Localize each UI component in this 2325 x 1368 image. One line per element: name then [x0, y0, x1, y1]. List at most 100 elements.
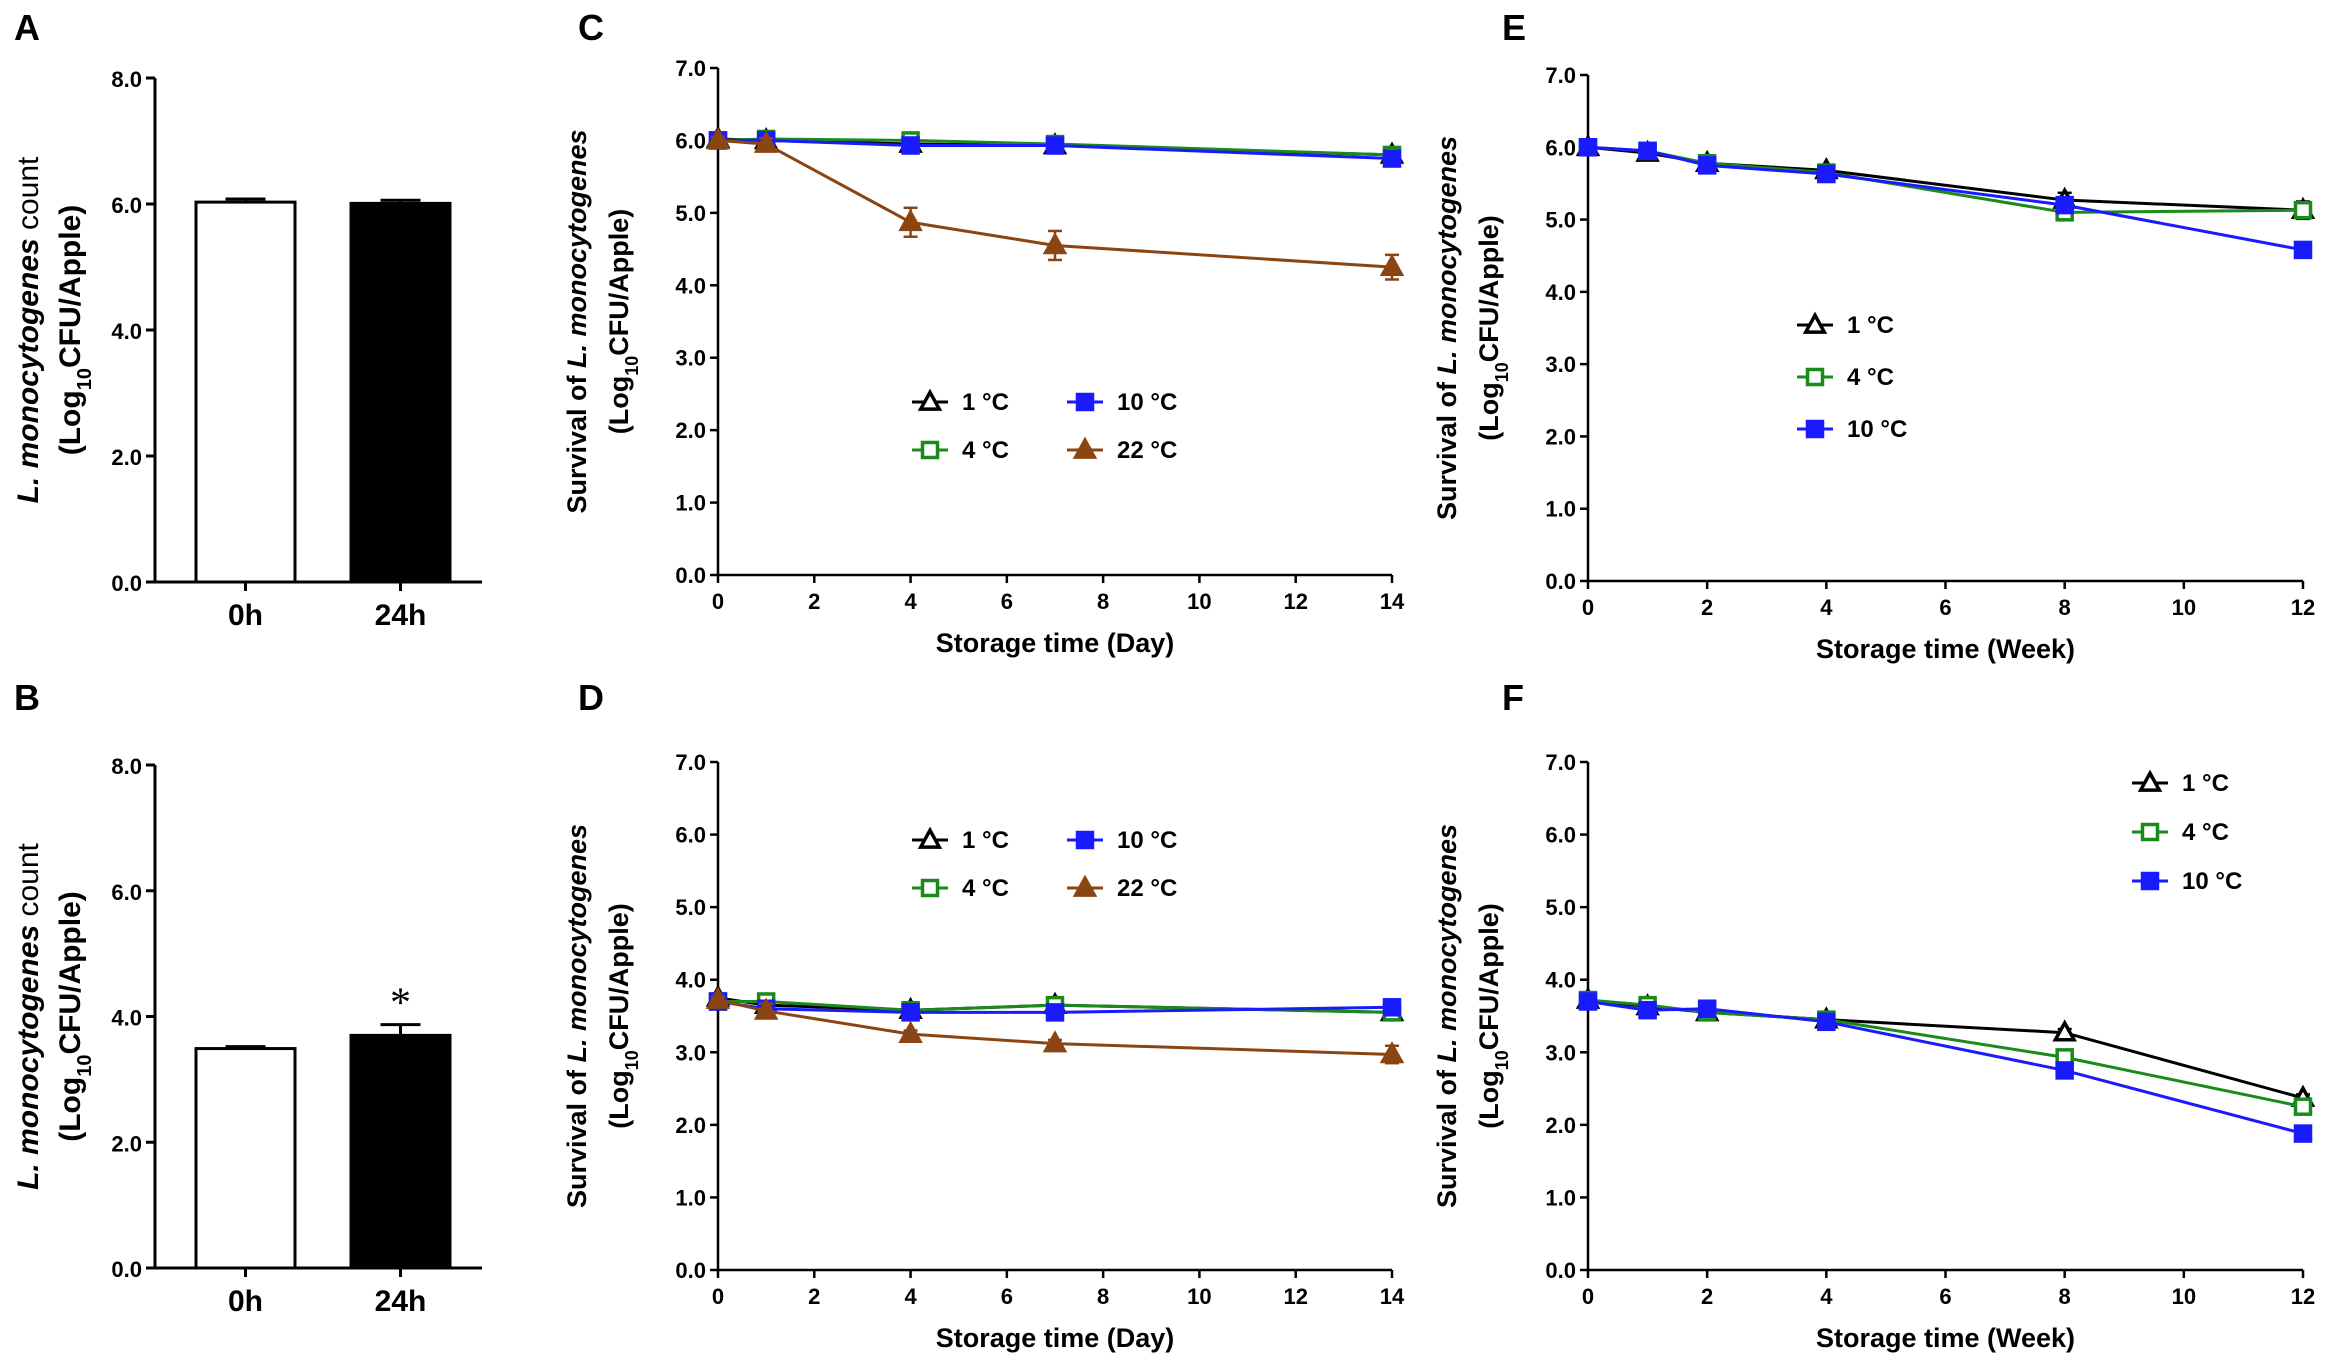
x-tick-label: 6 — [1939, 1284, 1951, 1309]
data-point — [1075, 392, 1095, 412]
x-tick-label: 24h — [375, 599, 427, 632]
series-line — [1587, 145, 2304, 212]
panel-letter: B — [14, 677, 40, 718]
legend-item: 1 °C — [912, 388, 1009, 416]
legend-label: 4 °C — [1847, 364, 1894, 391]
y-axis-label: Survival of L. monocytogenes (Log10CFU/Ap… — [1432, 824, 1512, 1208]
data-point — [1382, 149, 1402, 168]
data-point — [1042, 232, 1068, 255]
series-4CC — [1578, 138, 2313, 222]
x-tick-label: 0h — [228, 599, 263, 632]
data-point — [1382, 998, 1402, 1017]
data-point — [1805, 419, 1825, 439]
y-tick-label: 4.0 — [1545, 968, 1576, 993]
series-line — [1587, 998, 2304, 1109]
data-point — [1578, 138, 1598, 157]
x-tick-label: 10 — [1187, 1284, 1211, 1309]
y-tick-label: 3.0 — [675, 346, 706, 371]
y-label-log: (Log — [54, 390, 87, 455]
y-label-log: (Log — [1474, 1070, 1504, 1128]
panel-A: A 0.0 2.0 4.0 6.0 8.0 0h 24h L. monocytogenes co… — [12, 7, 482, 632]
data-point — [2055, 195, 2074, 215]
y-tick-label: 6.0 — [111, 880, 142, 905]
bar-24h — [349, 201, 452, 584]
y-label-subscript: 10 — [622, 356, 642, 376]
data-point — [920, 440, 940, 460]
y-tick-label: 1.0 — [1545, 1185, 1576, 1210]
x-tick-label: 8 — [1097, 589, 1109, 614]
y-label-unit: CFU/Apple) — [54, 891, 87, 1054]
y-axis-label-line2: (Log10CFU/Apple) — [1474, 215, 1512, 441]
y-axis-label: Survival of L. monocytogenes (Log10CFU/Ap… — [562, 129, 642, 513]
legend-item: 10 °C — [2132, 868, 2242, 895]
x-tick-label: 14 — [1380, 589, 1405, 614]
x-axis-label: Storage time (Week) — [1816, 1323, 2075, 1353]
x-tick-label: 10 — [2172, 1284, 2196, 1309]
y-label-unit: CFU/Apple) — [1474, 215, 1504, 362]
panel-letter: C — [578, 7, 604, 48]
x-tick-label: 2 — [1701, 595, 1713, 620]
x-tick-label: 6 — [1001, 589, 1013, 614]
bar-0h — [194, 1047, 297, 1270]
y-axis-label-line1: Survival of L. monocytogenes — [562, 824, 592, 1208]
y-tick-label: 6.0 — [1545, 135, 1576, 160]
legend-label: 4 °C — [962, 875, 1009, 902]
legend-item: 22 °C — [1067, 874, 1177, 902]
y-axis-label-line1: Survival of L. monocytogenes — [1432, 136, 1462, 520]
x-tick-label: 10 — [2172, 595, 2196, 620]
x-tick-label: 4 — [904, 1284, 917, 1309]
y-label-species: L. monocytogenes — [562, 824, 592, 1063]
data-point — [1638, 1000, 1657, 1020]
data-point — [705, 127, 731, 150]
data-point — [1817, 1012, 1836, 1032]
legend-label: 1 °C — [2182, 770, 2229, 797]
y-label-prefix: Survival of — [562, 368, 592, 514]
y-tick-label: 6.0 — [675, 823, 706, 848]
x-tick-label: 6 — [1001, 1284, 1013, 1309]
y-axis-label-line1: L. monocytogenes count — [12, 842, 45, 1189]
legend: 1 °C 4 °C 10 °C 22 °C — [912, 826, 1177, 902]
series-10CC — [1578, 992, 2313, 1143]
x-tick-label: 6 — [1939, 595, 1951, 620]
bar-0h — [194, 200, 297, 584]
data-point — [901, 1003, 920, 1022]
x-axis-label: Storage time (Week) — [1816, 634, 2075, 664]
legend-label: 1 °C — [1847, 312, 1894, 339]
legend-label: 1 °C — [962, 827, 1009, 854]
y-axis-label: Survival of L. monocytogenes (Log10CFU/Ap… — [1432, 136, 1512, 520]
y-tick-label: 5.0 — [675, 895, 706, 920]
y-axis-label: Survival of L. monocytogenes (Log10CFU/Ap… — [562, 824, 642, 1208]
x-axis-label: Storage time (Day) — [936, 628, 1175, 658]
y-tick-label: 7.0 — [1545, 750, 1576, 775]
y-label-prefix: Survival of — [1432, 1062, 1462, 1208]
x-tick-label: 4 — [1820, 1284, 1833, 1309]
x-tick-label: 12 — [1283, 589, 1307, 614]
y-axis-label-line1: Survival of L. monocytogenes — [1432, 824, 1462, 1208]
data-point — [901, 136, 920, 155]
y-axis-label-line2: (Log10CFU/Apple) — [604, 903, 642, 1129]
data-point — [753, 997, 779, 1020]
x-tick-label: 14 — [1380, 1284, 1405, 1309]
panel-letter: F — [1502, 677, 1524, 718]
y-tick-label: 6.0 — [675, 128, 706, 153]
y-tick-label: 7.0 — [675, 56, 706, 81]
y-label-log: (Log — [1474, 382, 1504, 440]
data-point — [1802, 311, 1828, 334]
series-22CC — [705, 127, 1405, 281]
legend-label: 4 °C — [2182, 819, 2229, 846]
data-point — [1578, 992, 1598, 1011]
legend-item: 1 °C — [1797, 311, 1894, 339]
y-tick-label: 2.0 — [111, 1131, 142, 1156]
legend-item: 10 °C — [1067, 389, 1177, 416]
x-tick-label: 2 — [1701, 1284, 1713, 1309]
panel-B: B 0.0 2.0 4.0 6.0 8.0 0h 24h * L. monocytogenes c… — [12, 677, 482, 1318]
y-tick-label: 2.0 — [1545, 1113, 1576, 1138]
y-label-prefix: Survival of — [562, 1062, 592, 1208]
y-axis-label-line2: (Log10CFU/Apple) — [1474, 903, 1512, 1129]
y-tick-label: 5.0 — [1545, 895, 1576, 920]
y-label-subscript: 10 — [1492, 1050, 1512, 1070]
data-point — [917, 388, 943, 411]
y-label-species: L. monocytogenes — [1432, 136, 1462, 375]
legend-item: 4 °C — [912, 437, 1009, 464]
data-point — [2140, 871, 2160, 891]
